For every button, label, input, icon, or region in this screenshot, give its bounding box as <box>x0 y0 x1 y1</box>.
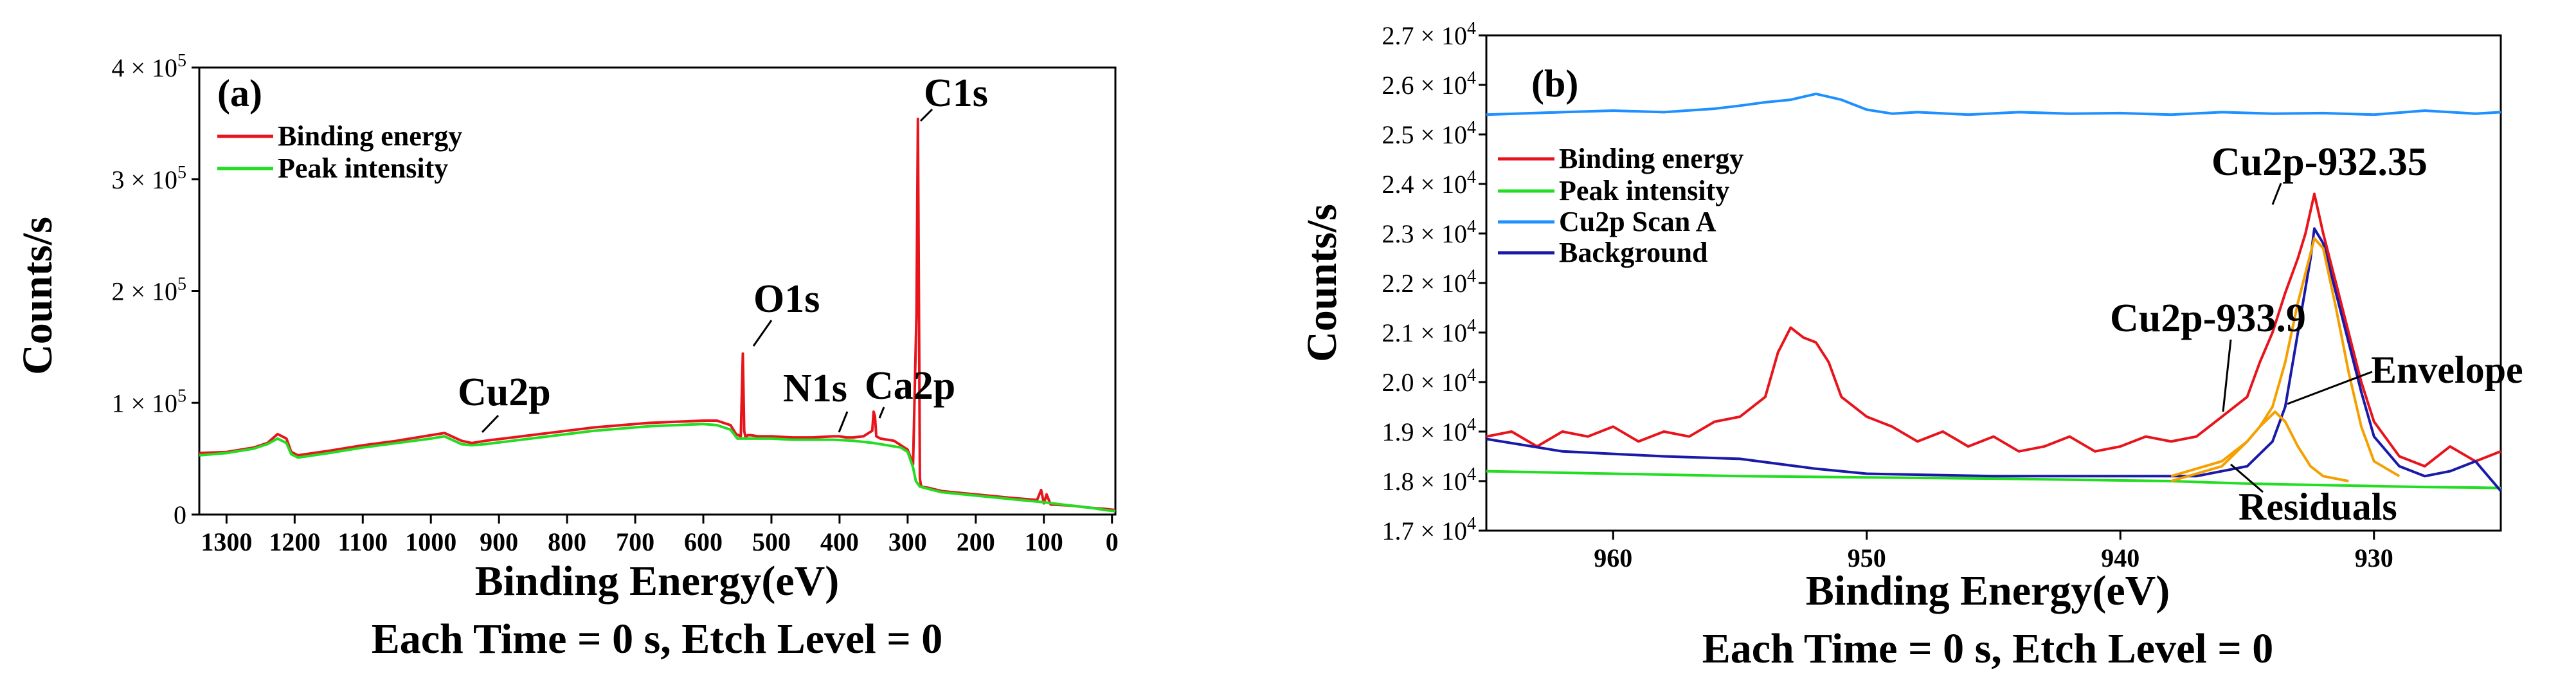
chart-a-y-tick-label: 0 <box>174 500 186 529</box>
chart-b-y-tick-label: 2.7 × 104 <box>1382 19 1476 50</box>
chart-a-y-tick-label: 3 × 105 <box>111 163 186 194</box>
annotation-o1s-leader <box>752 320 773 347</box>
chart-a-legend: Binding energy Peak intensity <box>217 120 462 184</box>
annotation-residuals-leader <box>2230 463 2264 493</box>
annotation-n1s-leader <box>838 411 849 433</box>
annotation-cu2p-leader <box>481 414 500 434</box>
annotation-envelope: Envelope <box>2371 349 2523 391</box>
annotation-c1s: C1s <box>924 71 988 115</box>
annotation-cu2p-933: Cu2p-933.9 <box>2110 297 2306 340</box>
chart-b-legend: Binding energy Peak intensity Cu2p Scan … <box>1498 143 1743 268</box>
annotation-o1s: O1s <box>753 277 820 321</box>
chart-a-series-peak-intensity <box>199 423 1116 513</box>
annotation-cu2p-932-leader <box>2271 183 2282 205</box>
chart-a-x-tick-label: 900 <box>480 527 518 556</box>
legend-b-peak-label: Peak intensity <box>1559 175 1729 206</box>
chart-a-y-tick-label: 4 × 105 <box>111 51 186 82</box>
chart-b-series-background <box>1486 227 2502 492</box>
annotation-residuals: Residuals <box>2238 486 2397 528</box>
chart-a-x-tick-label: 800 <box>548 527 586 556</box>
chart-b-y-tick-label: 2.4 × 104 <box>1382 167 1476 199</box>
legend-b-binding-label: Binding energy <box>1559 143 1743 174</box>
chart-a-x-tick-label: 1000 <box>405 527 456 556</box>
chart-b-series-cu2p-933-9-component <box>2170 410 2349 482</box>
annotation-n1s: N1s <box>783 367 847 410</box>
chart-b-x-tick-label: 950 <box>1848 543 1886 572</box>
legend-a-peak-label: Peak intensity <box>278 152 448 184</box>
legend-b-scan-label: Cu2p Scan A <box>1559 206 1716 237</box>
chart-a-x-tick-label: 400 <box>820 527 859 556</box>
chart-a-x-tick-label: 0 <box>1106 527 1119 556</box>
chart-b-y-tick-label: 2.1 × 104 <box>1382 316 1476 347</box>
chart-b-ylabel: Counts/s <box>1299 204 1346 362</box>
chart-b-y-tick-label: 2.0 × 104 <box>1382 365 1476 397</box>
chart-b-y-tick-label: 1.7 × 104 <box>1382 514 1476 545</box>
chart-b-y-tick-label: 2.5 × 104 <box>1382 118 1476 149</box>
chart-b-x-tick-label: 940 <box>2101 543 2139 572</box>
chart-a-footer: Each Time = 0 s, Etch Level = 0 <box>372 616 943 662</box>
chart-a-xlabel: Binding Energy(eV) <box>475 558 840 605</box>
annotation-c1s-leader <box>919 108 933 122</box>
chart-a-panel-label: (a) <box>217 72 262 114</box>
annotation-cu2p-933-leader <box>2222 339 2232 412</box>
chart-a-x-tick-label: 700 <box>616 527 654 556</box>
chart-a-x-tick-label: 300 <box>888 527 927 556</box>
annotation-cu2p-932: Cu2p-932.35 <box>2211 140 2427 184</box>
chart-a-y-tick-label: 2 × 105 <box>111 275 186 306</box>
chart-a-ylabel: Counts/s <box>14 217 61 375</box>
legend-b-background-label: Background <box>1559 237 1708 268</box>
chart-b-y-tick-label: 2.3 × 104 <box>1382 217 1476 248</box>
annotation-envelope-leader <box>2287 370 2373 405</box>
annotation-ca2p: Ca2p <box>865 364 955 408</box>
chart-b-series-binding-energy <box>1486 192 2501 468</box>
chart-b-y-tick-label: 2.6 × 104 <box>1382 68 1476 100</box>
legend-a-binding-label: Binding energy <box>278 120 462 152</box>
chart-a-x-tick-label: 600 <box>684 527 723 556</box>
annotation-cu2p: Cu2p <box>458 370 551 414</box>
chart-b-x-tick-label: 960 <box>1594 543 1632 572</box>
chart-a-y-tick-label: 1 × 105 <box>111 386 186 417</box>
chart-b-y-tick-label: 1.9 × 104 <box>1382 415 1476 446</box>
chart-a-x-tick-label: 1100 <box>338 527 388 556</box>
chart-b-series-envelope <box>2170 237 2400 478</box>
chart-b-series-peak-intensity <box>1486 470 2501 489</box>
chart-b: 960 950 940 930 1.7 × 104 1.8 × 104 1.9 × 104… <box>1299 19 2523 672</box>
chart-a-x-tick-label: 1300 <box>201 527 252 556</box>
chart-a-x-tick-label: 100 <box>1025 527 1063 556</box>
chart-b-panel-label: (b) <box>1531 62 1578 105</box>
annotation-ca2p-leader <box>878 406 885 419</box>
chart-a-x-tick-label: 1200 <box>269 527 320 556</box>
chart-a: 1300 1200 1100 1000 900 800 700 600 500 400 300 200… <box>14 51 1119 662</box>
chart-b-xlabel: Binding Energy(eV) <box>1806 567 2170 614</box>
chart-b-y-tick-label: 2.2 × 104 <box>1382 266 1476 298</box>
chart-b-series-cu2p-scan-a <box>1486 92 2501 116</box>
chart-a-x-tick-label: 200 <box>957 527 995 556</box>
chart-b-x-tick-label: 930 <box>2355 543 2393 572</box>
chart-a-x-tick-label: 500 <box>752 527 791 556</box>
chart-b-footer: Each Time = 0 s, Etch Level = 0 <box>1702 625 2274 672</box>
chart-b-y-tick-label: 1.8 × 104 <box>1382 464 1476 496</box>
